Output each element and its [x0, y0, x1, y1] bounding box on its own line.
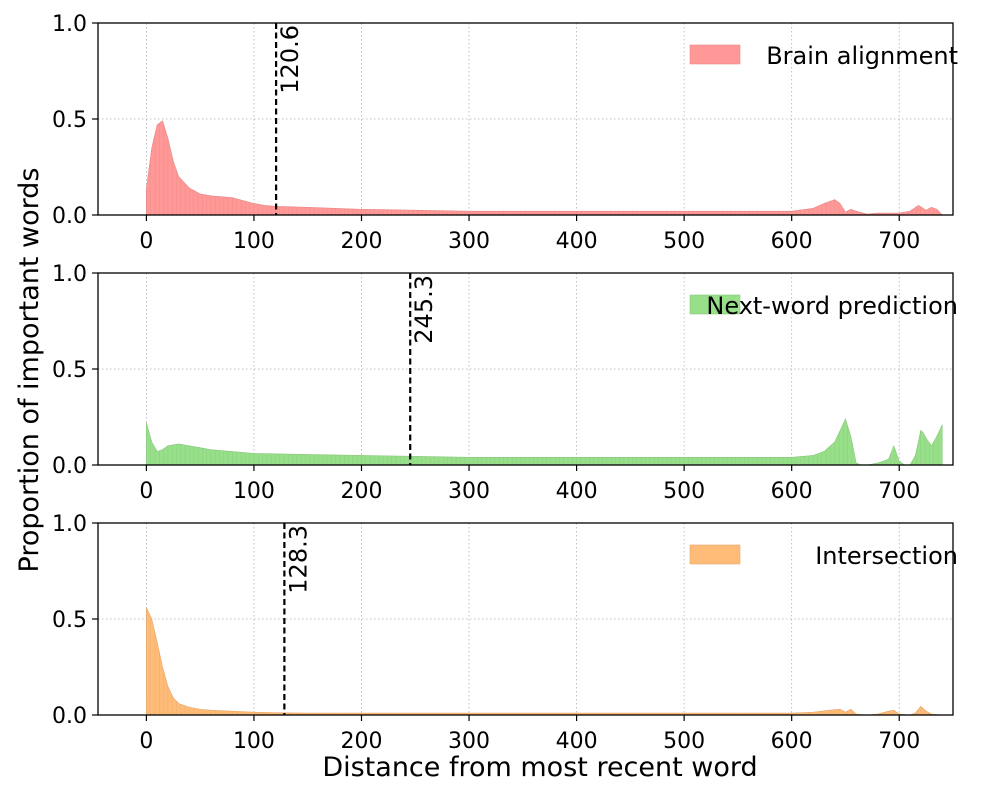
y-tick-label: 0.0	[52, 204, 87, 229]
y-tick-label: 0.0	[52, 454, 87, 479]
series-area	[146, 120, 943, 216]
legend-swatch	[689, 294, 741, 315]
y-tick-label: 0.0	[52, 704, 87, 729]
x-tick-label: 500	[663, 479, 705, 504]
x-tick-label: 700	[878, 229, 920, 254]
x-tick-label: 700	[878, 729, 920, 754]
x-tick-label: 400	[556, 479, 598, 504]
legend: Next-word prediction	[689, 292, 958, 320]
panels: 120.6 0 100 200 300 400 500 600 700 0.0 0.5 1.0 Brai…	[52, 12, 958, 754]
series-area	[146, 607, 943, 716]
x-tick-label: 0	[139, 729, 153, 754]
x-tick-label: 100	[233, 479, 275, 504]
y-tick-label: 1.0	[52, 12, 87, 37]
x-tick-label: 600	[771, 479, 813, 504]
x-axis-label: Distance from most recent word	[322, 752, 757, 783]
x-tick-label: 700	[878, 479, 920, 504]
y-tick-label: 1.0	[52, 512, 87, 537]
legend-swatch	[689, 544, 741, 565]
x-tick-label: 300	[448, 729, 490, 754]
mean-line-label: 120.6	[276, 25, 304, 94]
y-axis-label: Proportion of important words	[14, 168, 45, 573]
panel-3: 128.3 0 100 200 300 400 500 600 700 0.0 0.5 1.0 Inte…	[52, 512, 958, 754]
legend-swatch	[689, 44, 741, 65]
y-tick-label: 0.5	[52, 358, 87, 383]
x-tick-label: 400	[556, 729, 598, 754]
legend-label: Next-word prediction	[706, 292, 958, 320]
y-tick-label: 0.5	[52, 608, 87, 633]
x-tick-label: 0	[139, 229, 153, 254]
x-tick-label: 600	[771, 229, 813, 254]
y-tick-label: 1.0	[52, 262, 87, 287]
panel-1: 120.6 0 100 200 300 400 500 600 700 0.0 0.5 1.0 Brai…	[52, 12, 958, 254]
x-tick-label: 0	[139, 479, 153, 504]
x-tick-label: 100	[233, 729, 275, 754]
x-tick-label: 300	[448, 229, 490, 254]
legend-label: Intersection	[815, 542, 958, 570]
x-tick-label: 200	[340, 229, 382, 254]
x-tick-label: 300	[448, 479, 490, 504]
x-tick-label: 500	[663, 729, 705, 754]
x-tick-label: 400	[556, 229, 598, 254]
mean-line-label: 128.3	[284, 525, 312, 594]
y-tick-label: 0.5	[52, 108, 87, 133]
legend: Intersection	[689, 542, 958, 570]
panel-2: 245.3 0 100 200 300 400 500 600 700 0.0 0.5 1.0 Next…	[52, 262, 958, 504]
x-tick-label: 100	[233, 229, 275, 254]
x-tick-label: 600	[771, 729, 813, 754]
series-area	[146, 418, 943, 466]
legend: Brain alignment	[689, 42, 958, 70]
x-tick-label: 200	[340, 729, 382, 754]
x-tick-label: 500	[663, 229, 705, 254]
x-tick-label: 200	[340, 479, 382, 504]
legend-label: Brain alignment	[766, 42, 958, 70]
mean-line-label: 245.3	[410, 275, 438, 344]
